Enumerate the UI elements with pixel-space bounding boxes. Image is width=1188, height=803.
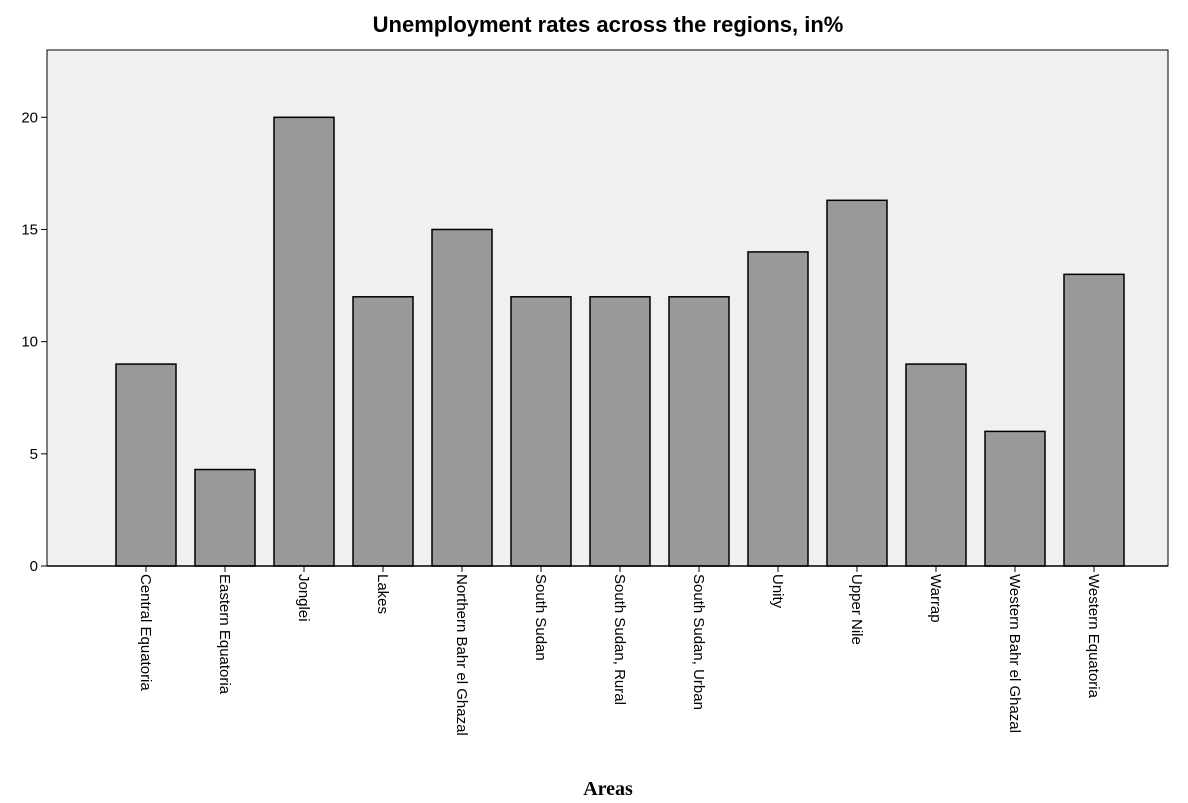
x-category-label: Jonglei xyxy=(295,574,312,622)
bar xyxy=(352,296,414,567)
x-category-label: South Sudan, Rural xyxy=(611,574,628,705)
x-category-label: Western Bahr el Ghazal xyxy=(1006,574,1023,733)
x-category-label: Upper Nile xyxy=(848,574,865,645)
bar xyxy=(905,363,967,567)
x-category-label: Central Equatoria xyxy=(137,574,154,691)
x-category-label: Unity xyxy=(769,574,786,609)
y-tick-label: 10 xyxy=(21,334,38,351)
y-tick-label: 20 xyxy=(21,109,38,126)
y-tick-label: 5 xyxy=(30,446,38,463)
bar xyxy=(194,468,256,567)
bars xyxy=(115,116,1125,567)
x-category-label: Lakes xyxy=(374,574,391,614)
y-axis: 0 5 10 15 20 xyxy=(21,109,47,575)
y-tick-label: 0 xyxy=(30,558,38,575)
bar xyxy=(510,296,572,567)
x-category-label: Eastern Equatoria xyxy=(216,574,233,695)
chart-title: Unemployment rates across the regions, i… xyxy=(373,12,844,37)
bar xyxy=(1063,273,1125,567)
bar xyxy=(747,251,809,567)
x-category-label: South Sudan xyxy=(532,574,549,661)
x-category-label: Northern Bahr el Ghazal xyxy=(453,574,470,736)
bar xyxy=(115,363,177,567)
bar xyxy=(273,116,335,567)
bar xyxy=(984,430,1046,567)
x-category-label: South Sudan, Urban xyxy=(690,574,707,710)
y-tick-label: 15 xyxy=(21,221,38,238)
x-category-label: Warrap xyxy=(927,574,944,623)
bar xyxy=(589,296,651,567)
bar xyxy=(826,199,888,567)
bar xyxy=(668,296,730,567)
bar xyxy=(431,228,493,567)
x-axis-title: Areas xyxy=(583,778,633,800)
x-category-label: Western Equatoria xyxy=(1085,574,1102,699)
x-axis: Central Equatoria Eastern Equatoria Jongle… xyxy=(47,565,1168,736)
